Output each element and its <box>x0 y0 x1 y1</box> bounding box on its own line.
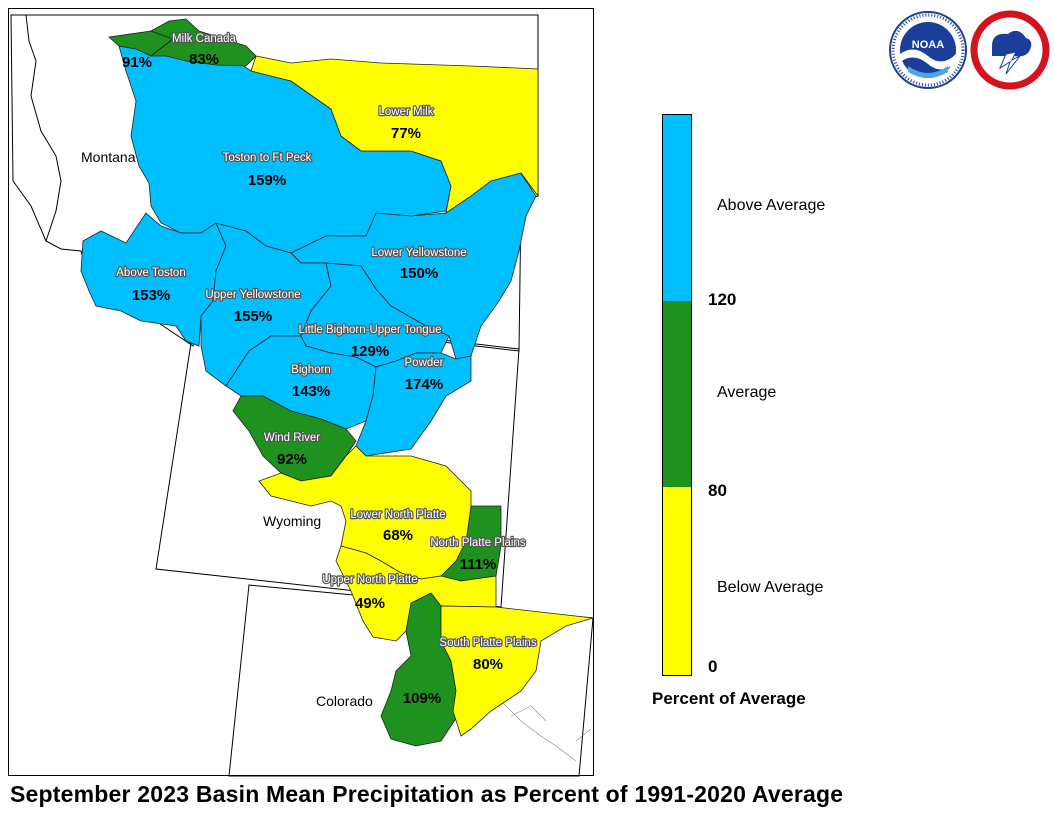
basin-label-wind-river: Wind River <box>264 432 320 444</box>
basin-milk-canada[interactable] <box>149 18 257 67</box>
map-panel: Milk Canada 83% 91% Lower Milk 77% Tosto… <box>8 8 594 777</box>
basin-label-above-toston: Above Toston <box>116 267 185 279</box>
basin-value-milk-canada: 83% <box>189 51 219 68</box>
basin-value-powder: 174% <box>405 376 443 393</box>
basin-value-109: 109% <box>403 690 441 707</box>
legend-swatch-average <box>663 301 691 487</box>
basin-label-lower-north-platte: Lower North Platte <box>350 509 445 521</box>
basin-value-lower-milk: 77% <box>391 125 421 142</box>
legend-color-bar <box>662 114 692 676</box>
basin-value-upper-yellowstone: 155% <box>234 308 272 325</box>
basin-value-little-bighorn: 129% <box>351 343 389 360</box>
idaho-border <box>25 14 62 242</box>
basin-value-lower-yellowstone: 150% <box>400 265 438 282</box>
basin-south-platte-plains[interactable] <box>440 605 594 737</box>
basin-label-south-platte-plains: South Platte Plains <box>439 637 536 649</box>
legend-swatch-below <box>663 487 691 675</box>
legend-tick-80: 80 <box>708 481 727 500</box>
legend-tick-120: 120 <box>708 290 737 309</box>
county-lines <box>500 700 592 762</box>
map-title: September 2023 Basin Mean Precipitation … <box>10 781 844 807</box>
basin-value-south-platte-plains: 80% <box>473 656 503 673</box>
legend-title: Percent of Average <box>652 689 806 708</box>
basin-above-toston[interactable] <box>80 212 227 347</box>
legend-tick-0: 0 <box>708 657 718 676</box>
nws-logo <box>970 10 1050 95</box>
basin-label-bighorn: Bighorn <box>291 364 331 376</box>
legend-label-average: Average <box>717 384 777 401</box>
basin-map: Milk Canada 83% 91% Lower Milk 77% Tosto… <box>10 14 594 777</box>
basin-label-powder: Powder <box>405 357 444 369</box>
basin-label-toston-to-ft-peck: Toston to Ft Peck <box>223 152 312 164</box>
basin-label-little-bighorn: Little Bighorn-Upper Tongue <box>299 324 442 336</box>
legend-label-below: Below Average <box>717 579 824 596</box>
legend-label-above: Above Average <box>717 197 826 214</box>
basin-label-lower-milk: Lower Milk <box>379 106 434 118</box>
basin-value-bighorn: 143% <box>292 383 330 400</box>
basin-label-upper-yellowstone: Upper Yellowstone <box>205 289 300 301</box>
basin-label-upper-north-platte: Upper North Platte <box>322 574 417 586</box>
legend-swatch-above <box>663 115 691 301</box>
svg-text:NOAA: NOAA <box>912 39 944 51</box>
state-label-wyoming: Wyoming <box>263 513 321 529</box>
nws-logo-graphic <box>970 10 1050 90</box>
basin-label-milk-canada: Milk Canada <box>172 33 237 45</box>
basin-value-above-toston: 153% <box>132 287 170 304</box>
basin-value-toston-to-ft-peck: 159% <box>248 172 286 189</box>
noaa-logo-graphic: NOAA <box>889 11 967 89</box>
noaa-logo: NOAA <box>888 10 968 95</box>
basin-value-upper-north-platte: 49% <box>355 595 385 612</box>
basin-lower-milk[interactable] <box>250 55 539 214</box>
basin-label-lower-yellowstone: Lower Yellowstone <box>371 247 466 259</box>
state-label-colorado: Colorado <box>316 693 373 709</box>
state-label-montana: Montana <box>81 149 136 165</box>
basin-label-north-platte-plains: North Platte Plains <box>430 537 525 549</box>
basin-powder[interactable] <box>355 352 472 457</box>
basin-value-91: 91% <box>122 54 152 71</box>
basin-value-wind-river: 92% <box>277 451 307 468</box>
basin-value-north-platte-plains: 111% <box>460 556 497 573</box>
basin-value-lower-north-platte: 68% <box>383 527 413 544</box>
